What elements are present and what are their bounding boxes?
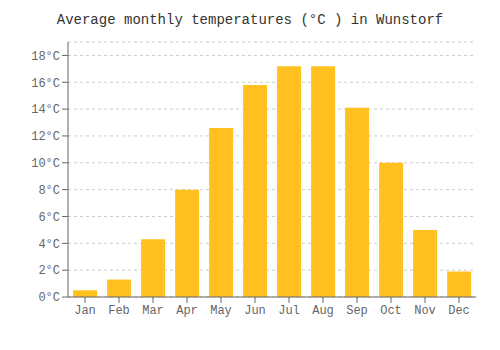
svg-text:0°C: 0°C (38, 291, 60, 305)
svg-text:6°C: 6°C (38, 211, 60, 225)
svg-text:16°C: 16°C (31, 77, 60, 91)
svg-text:4°C: 4°C (38, 238, 60, 252)
svg-text:12°C: 12°C (31, 130, 60, 144)
svg-text:May: May (210, 304, 232, 318)
svg-text:Nov: Nov (414, 304, 436, 318)
svg-text:Apr: Apr (176, 304, 198, 318)
svg-text:Jun: Jun (244, 304, 266, 318)
svg-text:18°C: 18°C (31, 50, 60, 64)
svg-text:Jan: Jan (74, 304, 96, 318)
svg-text:8°C: 8°C (38, 184, 60, 198)
svg-text:2°C: 2°C (38, 264, 60, 278)
svg-text:Mar: Mar (142, 304, 164, 318)
svg-text:Aug: Aug (312, 304, 334, 318)
svg-text:Sep: Sep (346, 304, 368, 318)
svg-text:Oct: Oct (380, 304, 402, 318)
svg-text:14°C: 14°C (31, 103, 60, 117)
svg-text:10°C: 10°C (31, 157, 60, 171)
svg-text:Jul: Jul (278, 304, 300, 318)
svg-text:Dec: Dec (448, 304, 470, 318)
html-text:Average monthly temperatures (: Average monthly temperatures (°C ) in Wu… (56, 12, 444, 28)
svg-text:Feb: Feb (108, 304, 130, 318)
